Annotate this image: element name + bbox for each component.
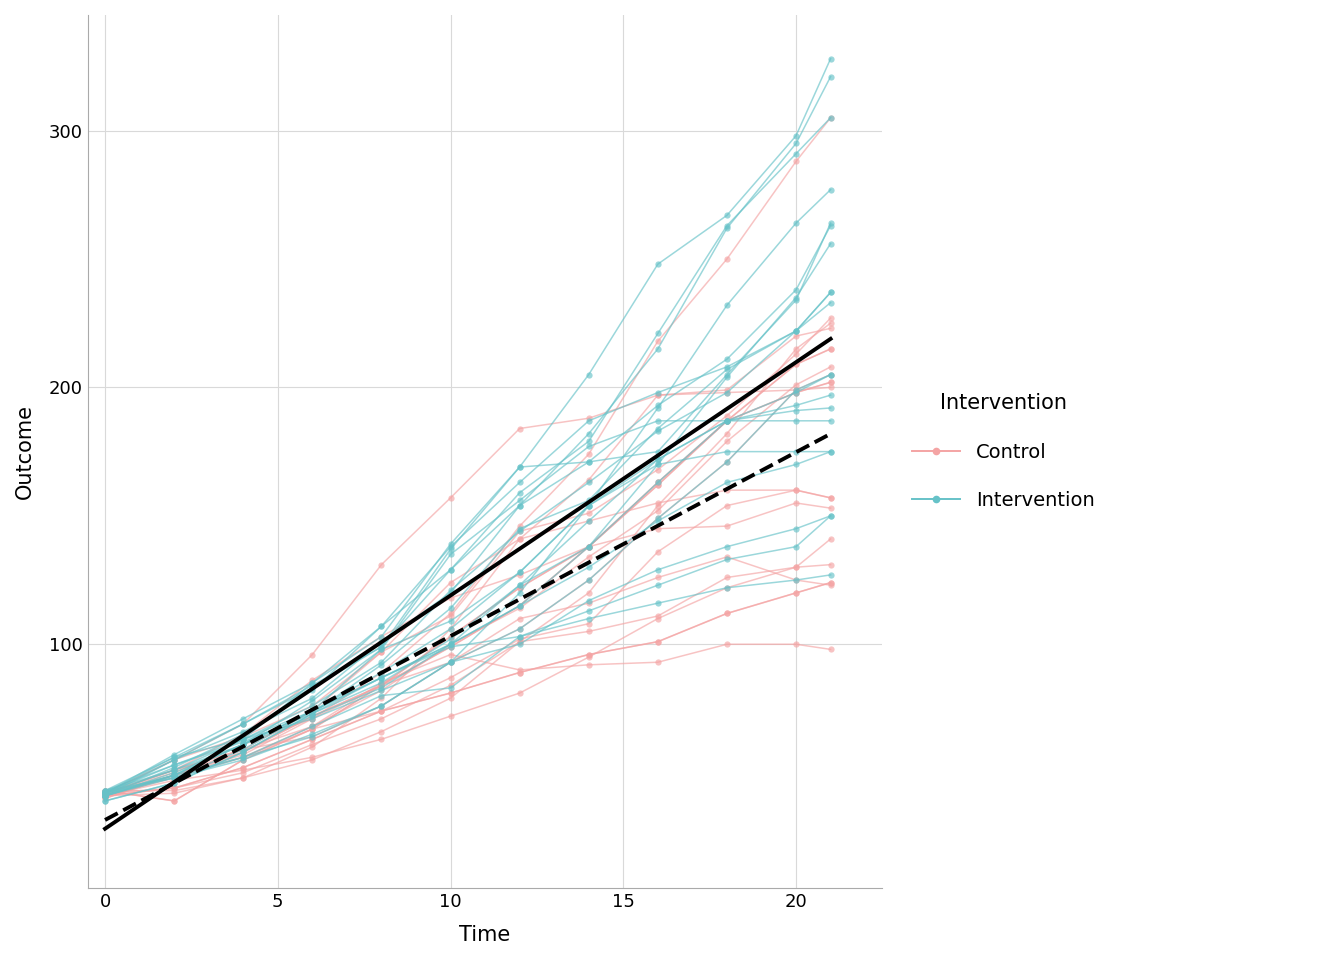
X-axis label: Time: Time <box>460 925 511 945</box>
Legend: Control, Intervention: Control, Intervention <box>892 374 1114 529</box>
Y-axis label: Outcome: Outcome <box>15 404 35 499</box>
